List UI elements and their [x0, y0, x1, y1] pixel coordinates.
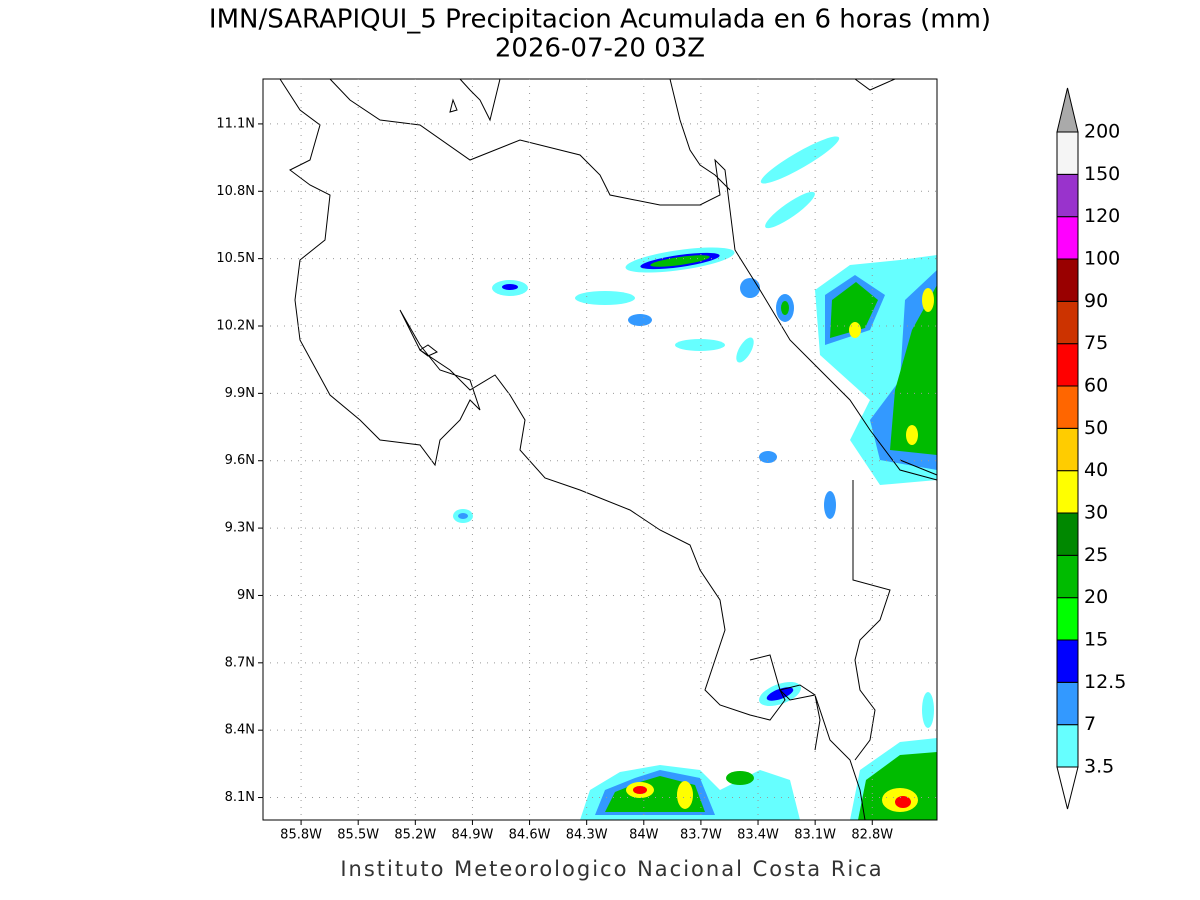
- colorbar-segment: [1056, 216, 1079, 260]
- colorbar-label: 200: [1084, 121, 1120, 143]
- y-tick-label: 10.2N: [216, 319, 255, 334]
- y-tick-label: 9.9N: [225, 386, 255, 401]
- colorbar-segment: [1056, 639, 1079, 683]
- map-title: IMN/SARAPIQUI_5 Precipitacion Acumulada …: [209, 5, 991, 35]
- colorbar-label: 3.5: [1084, 756, 1114, 778]
- colorbar-label: 50: [1084, 417, 1108, 439]
- colorbar-label: 40: [1084, 459, 1108, 481]
- colorbar-segment: [1056, 512, 1079, 556]
- coastline: [279, 78, 938, 821]
- y-tick-label: 8.7N: [225, 655, 255, 670]
- colorbar-label: 100: [1084, 248, 1120, 270]
- x-tick-label: 83.1W: [794, 828, 836, 843]
- colorbar-label: 90: [1084, 290, 1108, 312]
- map-subtitle: 2026-07-20 03Z: [495, 34, 705, 64]
- colorbar: 3.5 7 12.5 15 20 25 30 40 50 60 75 90 100 120 150 200: [1056, 87, 1126, 810]
- precipitation-field: [453, 136, 937, 820]
- x-tick-label: 84W: [629, 828, 659, 843]
- colorbar-segment: [1056, 724, 1079, 768]
- y-tick-label: 8.4N: [225, 723, 255, 738]
- x-tick-label: 84.9W: [452, 828, 494, 843]
- colorbar-label: 20: [1084, 586, 1108, 608]
- y-tick-label: 8.1N: [225, 790, 255, 805]
- colorbar-label: 12.5: [1084, 671, 1126, 693]
- colorbar-segment: [1056, 427, 1079, 472]
- x-tick-label: 85.5W: [337, 828, 379, 843]
- colorbar-label: 75: [1084, 332, 1108, 354]
- colorbar-label: 25: [1084, 544, 1108, 566]
- colorbar-label: 120: [1084, 205, 1120, 227]
- colorbar-segment: [1056, 173, 1079, 218]
- x-tick-label: 84.6W: [509, 828, 551, 843]
- map-frame: [262, 78, 938, 821]
- x-tick-label: 82.8W: [851, 828, 893, 843]
- colorbar-segment: [1056, 300, 1079, 345]
- x-tick-label: 85.8W: [280, 828, 322, 843]
- y-tick-label: 11.1N: [216, 116, 255, 131]
- x-tick-label: 85.2W: [394, 828, 436, 843]
- colorbar-segment: [1056, 385, 1079, 429]
- colorbar-label: 30: [1084, 502, 1108, 524]
- colorbar-label: 60: [1084, 375, 1108, 397]
- colorbar-segment: [1056, 681, 1079, 726]
- colorbar-segment: [1056, 470, 1079, 514]
- y-tick-label: 10.8N: [216, 184, 255, 199]
- x-tick-label: 83.4W: [737, 828, 779, 843]
- y-tick-label: 9.6N: [225, 453, 255, 468]
- colorbar-label: 7: [1084, 713, 1096, 735]
- colorbar-under: [1056, 766, 1079, 810]
- colorbar-label: 15: [1084, 629, 1108, 651]
- colorbar-segment: [1056, 554, 1079, 599]
- colorbar-segment: [1056, 131, 1079, 175]
- y-tick-label: 9.3N: [225, 521, 255, 536]
- y-tick-label: 10.5N: [216, 251, 255, 266]
- colorbar-segment: [1056, 258, 1079, 302]
- colorbar-over: [1056, 87, 1079, 133]
- colorbar-segment: [1056, 597, 1079, 641]
- footer: Instituto Meteorologico Nacional Costa R…: [340, 857, 883, 881]
- colorbar-label: 150: [1084, 163, 1120, 185]
- y-tick-label: 9N: [237, 588, 255, 603]
- map-axes: 85.8W 85.5W 85.2W 84.9W 84.6W 84.3W 84W 83.7W 83…: [216, 79, 937, 843]
- x-tick-label: 84.3W: [566, 828, 608, 843]
- colorbar-segment: [1056, 343, 1079, 387]
- x-tick-label: 83.7W: [680, 828, 722, 843]
